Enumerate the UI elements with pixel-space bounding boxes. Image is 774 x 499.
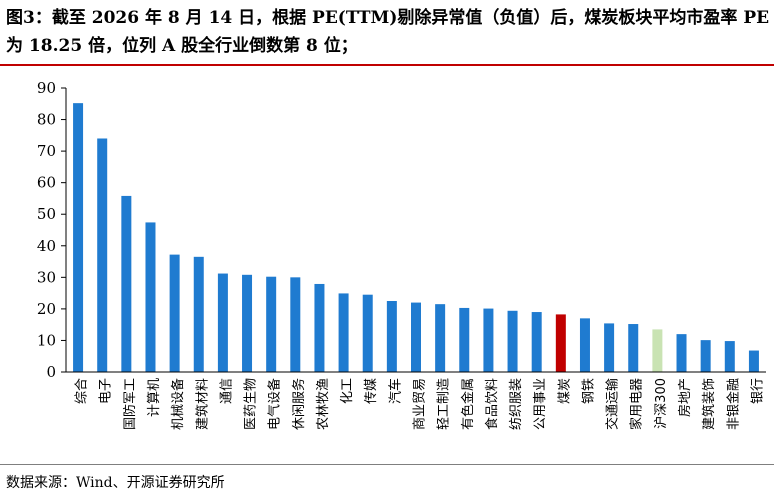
category-label: 农林牧渔 <box>316 378 331 430</box>
title-divider <box>0 64 774 66</box>
chart-title: 图3：截至 2026 年 8 月 14 日，根据 PE(TTM)剔除异常值（负值… <box>6 8 770 56</box>
bar-29 <box>748 350 759 372</box>
bar-chart: 0 10 20 30 40 50 60 70 80 90 综合 电子 国防军工 计算机 机械设备 建筑材料通… <box>37 79 766 430</box>
category-label: 沪深300 <box>653 378 669 429</box>
bar-2 <box>97 138 108 372</box>
data-source: 数据来源：Wind、开源证券研究所 <box>6 475 225 491</box>
y-tick-label: 70 <box>37 142 56 160</box>
bar-10 <box>290 277 301 372</box>
category-label: 银行 <box>750 378 765 404</box>
y-tick-label: 20 <box>37 300 56 318</box>
category-label: 房地产 <box>677 378 693 417</box>
category-label: 建筑材料 <box>194 378 210 430</box>
category-label: 综合 <box>75 378 90 404</box>
bar-series <box>73 103 759 372</box>
y-tick-label: 50 <box>37 205 56 223</box>
category-label: 建筑装饰 <box>701 378 717 430</box>
bar-21 <box>555 314 566 372</box>
bar-5 <box>169 254 180 372</box>
category-label: 传媒 <box>364 378 379 404</box>
bar-25 <box>652 329 663 372</box>
bar-7 <box>217 273 228 372</box>
bar-11 <box>314 283 325 372</box>
bar-20 <box>531 312 542 372</box>
bar-19 <box>507 310 518 372</box>
y-tick-label: 80 <box>37 111 56 129</box>
bar-26 <box>676 334 687 372</box>
bar-6 <box>193 256 204 372</box>
bar-3 <box>121 195 132 372</box>
y-tick-label: 30 <box>37 268 56 286</box>
bar-15 <box>411 302 421 372</box>
category-label: 钢铁 <box>581 378 596 404</box>
category-label: 化工 <box>340 378 355 404</box>
category-label: 交通运输 <box>605 378 621 430</box>
bar-27 <box>700 340 711 372</box>
bar-8 <box>242 274 253 372</box>
category-label: 机械设备 <box>170 378 186 430</box>
bar-13 <box>362 294 373 372</box>
source-divider <box>0 464 774 465</box>
bar-1 <box>73 103 84 372</box>
bar-28 <box>724 341 735 372</box>
category-label: 医药生物 <box>244 378 259 430</box>
category-label: 休闲服务 <box>291 378 307 430</box>
category-label: 商业贸易 <box>413 378 428 430</box>
category-label: 汽车 <box>387 378 403 404</box>
category-label: 纺织服装 <box>509 378 524 430</box>
category-label: 有色金属 <box>460 378 476 430</box>
bar-17 <box>459 307 470 372</box>
category-label: 公用事业 <box>533 378 548 430</box>
category-label: 家用电器 <box>629 378 645 430</box>
category-label: 通信 <box>219 378 234 404</box>
bar-22 <box>579 318 590 372</box>
y-tick-label: 60 <box>37 174 56 192</box>
y-tick-label: 40 <box>37 237 56 255</box>
category-label: 轻工制造 <box>437 378 452 430</box>
y-tick-label: 90 <box>37 79 56 97</box>
bar-12 <box>338 293 349 372</box>
category-label: 电气设备 <box>267 378 283 430</box>
category-label: 食品饮料 <box>484 378 500 430</box>
bar-18 <box>483 308 494 372</box>
bar-9 <box>266 276 277 372</box>
category-labels: 综合 电子 国防军工 计算机 机械设备 建筑材料 通信 医药生物 电气设备 休闲服务 农林牧渔 化工传… <box>75 378 766 430</box>
bar-4 <box>145 222 156 372</box>
bar-24 <box>628 324 639 372</box>
category-label: 电子 <box>99 378 114 404</box>
category-label: 煤炭 <box>557 378 572 404</box>
category-label: 国防军工 <box>122 378 138 430</box>
bar-14 <box>386 301 397 372</box>
bar-23 <box>604 323 615 372</box>
y-tick-label: 0 <box>46 363 56 381</box>
bar-16 <box>435 304 446 372</box>
y-tick-label: 10 <box>37 331 56 349</box>
category-label: 计算机 <box>147 378 162 417</box>
y-axis: 0 10 20 30 40 50 60 70 80 90 <box>37 79 67 381</box>
category-label: 非银金融 <box>725 378 741 430</box>
